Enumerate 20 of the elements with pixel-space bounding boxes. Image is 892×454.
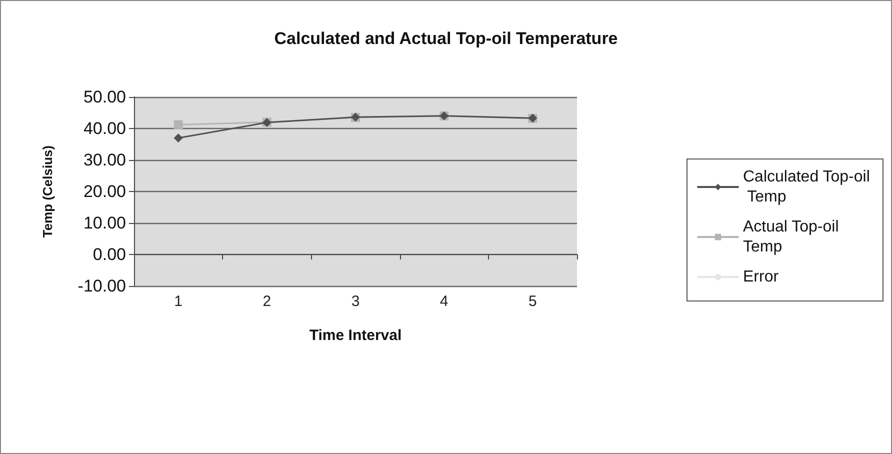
x-tick-label: 1 [174, 293, 182, 310]
y-tick-label: 30.00 [83, 150, 126, 170]
legend-label: Actual Top-oil Temp [743, 218, 844, 256]
y-axis-title: Temp (Celsius) [40, 145, 55, 238]
x-tick-label: 4 [440, 293, 448, 310]
x-tick-label: 3 [351, 293, 360, 310]
y-tick-label: 0.00 [92, 245, 126, 264]
x-axis-title: Time Interval [309, 327, 402, 344]
legend-label: Calculated Top-oil Temp [743, 168, 870, 206]
chart-title: Calculated and Actual Top-oil Temperature [274, 29, 618, 48]
x-tick-label: 5 [528, 293, 537, 310]
legend-label: Error [743, 268, 780, 286]
y-tick-label: 40.00 [83, 119, 126, 138]
point [174, 120, 183, 130]
y-tick-label: 10.00 [83, 214, 126, 232]
y-tick-label: 20.00 [83, 182, 126, 201]
x-tick-label: 2 [262, 293, 272, 310]
y-tick-label: 50.00 [83, 88, 126, 106]
y-tick-label: -10.00 [78, 276, 126, 296]
point [174, 133, 183, 142]
